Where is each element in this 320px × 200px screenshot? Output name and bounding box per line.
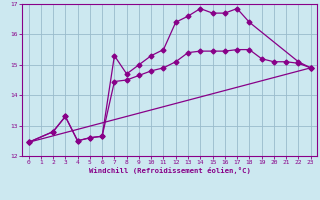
X-axis label: Windchill (Refroidissement éolien,°C): Windchill (Refroidissement éolien,°C) <box>89 167 251 174</box>
